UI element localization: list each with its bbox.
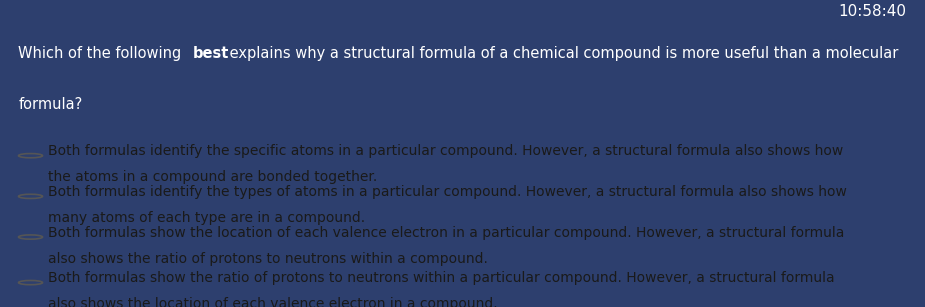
Text: Both formulas identify the specific atoms in a particular compound. However, a s: Both formulas identify the specific atom… bbox=[48, 144, 844, 158]
Text: 10:58:40: 10:58:40 bbox=[838, 4, 906, 19]
Text: Which of the following: Which of the following bbox=[18, 46, 186, 61]
Text: the atoms in a compound are bonded together.: the atoms in a compound are bonded toget… bbox=[48, 170, 377, 184]
Text: best: best bbox=[193, 46, 229, 61]
Text: also shows the ratio of protons to neutrons within a compound.: also shows the ratio of protons to neutr… bbox=[48, 252, 488, 266]
Text: formula?: formula? bbox=[18, 97, 82, 112]
Bar bbox=[0, 144, 17, 307]
Text: Both formulas show the location of each valence electron in a particular compoun: Both formulas show the location of each … bbox=[48, 226, 845, 240]
Text: many atoms of each type are in a compound.: many atoms of each type are in a compoun… bbox=[48, 211, 365, 225]
Text: Both formulas show the ratio of protons to neutrons within a particular compound: Both formulas show the ratio of protons … bbox=[48, 271, 834, 285]
Text: explains why a structural formula of a chemical compound is more useful than a m: explains why a structural formula of a c… bbox=[225, 46, 898, 61]
Text: also shows the location of each valence electron in a compound.: also shows the location of each valence … bbox=[48, 297, 498, 307]
Text: Both formulas identify the types of atoms in a particular compound. However, a s: Both formulas identify the types of atom… bbox=[48, 185, 847, 199]
